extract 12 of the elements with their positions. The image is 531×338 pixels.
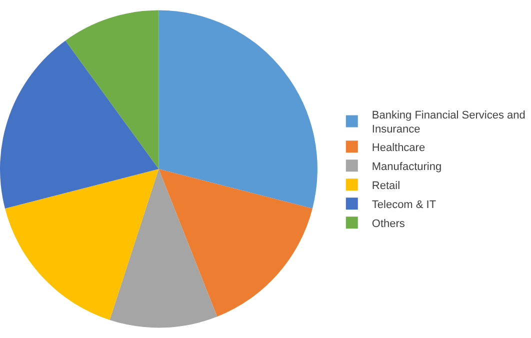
legend-label: Retail bbox=[372, 180, 400, 192]
legend-label: Telecom & IT bbox=[372, 198, 436, 211]
pie-slice bbox=[158, 169, 312, 317]
pie-slice bbox=[65, 10, 159, 169]
pie-slice bbox=[158, 10, 318, 208]
legend-label: Banking Financial Services and Insurance bbox=[372, 109, 526, 136]
legend-label: Others bbox=[372, 218, 406, 230]
legend-label: Manufacturing bbox=[372, 160, 442, 173]
legend-label: Healthcare bbox=[372, 142, 426, 154]
pie-slice bbox=[110, 169, 218, 328]
pie-slice bbox=[0, 40, 159, 208]
pie-slice bbox=[4, 169, 159, 320]
